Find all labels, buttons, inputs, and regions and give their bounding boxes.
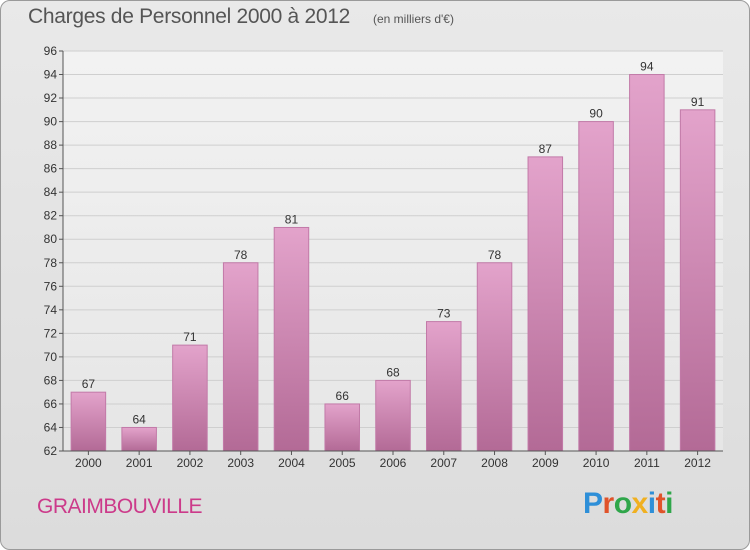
logo-letter: i bbox=[647, 487, 656, 520]
bar-value-label: 78 bbox=[488, 248, 502, 262]
bar bbox=[375, 379, 411, 452]
y-tick-label: 64 bbox=[44, 420, 58, 434]
y-tick-label: 68 bbox=[44, 373, 58, 387]
y-tick-label: 86 bbox=[44, 162, 58, 176]
logo-letter: x bbox=[631, 487, 649, 520]
bar-value-label: 73 bbox=[437, 307, 451, 321]
bar-value-label: 94 bbox=[640, 60, 654, 74]
logo-letter: r bbox=[602, 487, 615, 520]
y-tick-label: 90 bbox=[44, 115, 58, 129]
y-tick-label: 96 bbox=[44, 44, 58, 58]
y-tick-label: 74 bbox=[44, 303, 58, 317]
bar bbox=[70, 391, 107, 452]
y-tick-label: 66 bbox=[44, 397, 58, 411]
bar-value-label: 81 bbox=[285, 212, 299, 226]
proxiti-logo: Proxiti bbox=[583, 487, 673, 521]
logo-letter: i bbox=[665, 487, 673, 520]
y-tick-label: 78 bbox=[44, 256, 58, 270]
bar-value-label: 87 bbox=[539, 142, 553, 156]
y-tick-label: 82 bbox=[44, 209, 58, 223]
y-tick-label: 88 bbox=[44, 138, 58, 152]
y-tick-label: 94 bbox=[44, 68, 58, 82]
x-tick-label: 2011 bbox=[634, 456, 660, 470]
bar bbox=[679, 109, 716, 452]
y-tick-label: 76 bbox=[44, 279, 58, 293]
x-tick-label: 2007 bbox=[430, 456, 457, 470]
bar-value-label: 64 bbox=[132, 412, 146, 426]
bar-value-label: 71 bbox=[183, 330, 197, 344]
bar bbox=[273, 226, 310, 452]
bar-value-label: 68 bbox=[386, 365, 400, 379]
x-tick-label: 2000 bbox=[75, 456, 102, 470]
x-tick-label: 2006 bbox=[380, 456, 407, 470]
y-tick-label: 92 bbox=[44, 91, 58, 105]
y-tick-label: 72 bbox=[44, 326, 58, 340]
y-tick-label: 80 bbox=[44, 232, 58, 246]
chart-title: Charges de Personnel 2000 à 2012 bbox=[28, 5, 350, 28]
bar bbox=[527, 156, 564, 452]
x-tick-label: 2012 bbox=[684, 456, 711, 470]
y-tick-label: 62 bbox=[44, 444, 58, 458]
unit-note: (en milliers d'€) bbox=[373, 12, 454, 26]
bar-value-label: 78 bbox=[234, 248, 248, 262]
x-tick-label: 2010 bbox=[583, 456, 610, 470]
bar-value-label: 67 bbox=[82, 377, 96, 391]
bar bbox=[324, 403, 360, 452]
x-tick-label: 2005 bbox=[329, 456, 356, 470]
bar bbox=[476, 262, 513, 452]
y-tick-label: 70 bbox=[44, 350, 58, 364]
x-tick-label: 2004 bbox=[278, 456, 305, 470]
x-tick-label: 2009 bbox=[532, 456, 559, 470]
y-tick-label: 84 bbox=[44, 185, 58, 199]
bar-value-label: 91 bbox=[691, 95, 705, 109]
x-tick-label: 2001 bbox=[126, 456, 153, 470]
x-tick-label: 2008 bbox=[481, 456, 508, 470]
bar bbox=[222, 262, 259, 452]
logo-letter: o bbox=[613, 487, 632, 520]
commune-name: GRAIMBOUVILLE bbox=[37, 495, 203, 518]
x-tick-label: 2002 bbox=[177, 456, 204, 470]
bar-value-label: 90 bbox=[589, 107, 603, 121]
bar bbox=[426, 321, 462, 452]
bar bbox=[172, 344, 208, 452]
logo-letter: P bbox=[583, 487, 603, 520]
logo-letter: t bbox=[655, 487, 666, 520]
bar-value-label: 66 bbox=[336, 389, 350, 403]
bar bbox=[629, 74, 665, 452]
bar bbox=[578, 121, 614, 452]
bar bbox=[121, 426, 157, 452]
x-tick-label: 2003 bbox=[227, 456, 254, 470]
